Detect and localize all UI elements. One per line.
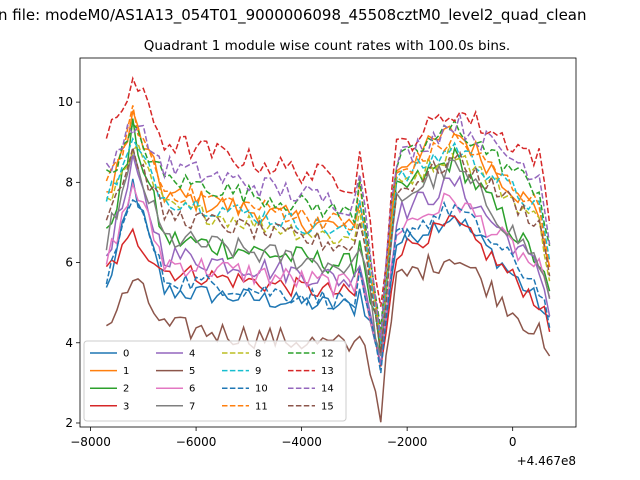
series-line-6 xyxy=(105,180,551,356)
series-line-14 xyxy=(105,114,551,338)
legend-box xyxy=(83,340,347,422)
series-line-3 xyxy=(105,214,551,367)
y-tick-label: 10 xyxy=(58,95,73,109)
legend-label-5: 5 xyxy=(189,366,195,377)
series-line-10 xyxy=(105,198,551,374)
series-line-5 xyxy=(106,252,551,423)
y-tick-label: 8 xyxy=(65,175,73,189)
series-line-4 xyxy=(105,154,551,365)
legend-label-1: 1 xyxy=(123,366,129,377)
y-tick-label: 4 xyxy=(65,336,73,350)
legend-label-11: 11 xyxy=(255,401,268,412)
legend-label-4: 4 xyxy=(189,349,195,360)
figure-suptitle: n file: modeM0/AS1A13_054T01_9000006098_… xyxy=(0,6,587,25)
legend-label-8: 8 xyxy=(255,349,261,360)
axes-border xyxy=(79,57,577,428)
legend-label-6: 6 xyxy=(189,384,195,395)
series-line-7 xyxy=(105,148,551,356)
y-tick-label: 6 xyxy=(65,256,73,270)
x-axis: −8000 −6000 −4000 −2000 0 xyxy=(70,427,517,449)
legend-label-14: 14 xyxy=(321,384,334,395)
legend-label-3: 3 xyxy=(123,401,129,412)
legend-label-12: 12 xyxy=(321,349,334,360)
series-line-0 xyxy=(105,178,551,358)
x-tick-label: −4000 xyxy=(281,435,322,449)
legend-label-0: 0 xyxy=(123,349,129,360)
x-tick-label: −6000 xyxy=(176,435,217,449)
series-line-11 xyxy=(105,105,551,337)
x-tick-label: −8000 xyxy=(70,435,111,449)
series-line-13 xyxy=(105,76,551,307)
x-tick-label: 0 xyxy=(509,435,517,449)
legend-label-10: 10 xyxy=(255,384,268,395)
x-tick-label: −2000 xyxy=(387,435,428,449)
series-line-2 xyxy=(105,118,551,356)
series-line-15 xyxy=(105,147,551,353)
series-line-12 xyxy=(106,118,551,330)
y-axis: 2 4 6 8 10 xyxy=(58,95,80,430)
plot-area xyxy=(105,76,551,423)
legend-label-2: 2 xyxy=(123,384,129,395)
y-tick-label: 2 xyxy=(65,416,73,430)
legend-label-15: 15 xyxy=(321,401,334,412)
legend-label-9: 9 xyxy=(255,366,261,377)
axes-frame xyxy=(79,57,577,428)
legend-label-7: 7 xyxy=(189,401,195,412)
x-offset-label: +4.467e8 xyxy=(517,454,576,468)
legend-label-13: 13 xyxy=(321,366,334,377)
chart-title: Quadrant 1 module wise count rates with … xyxy=(144,38,510,54)
